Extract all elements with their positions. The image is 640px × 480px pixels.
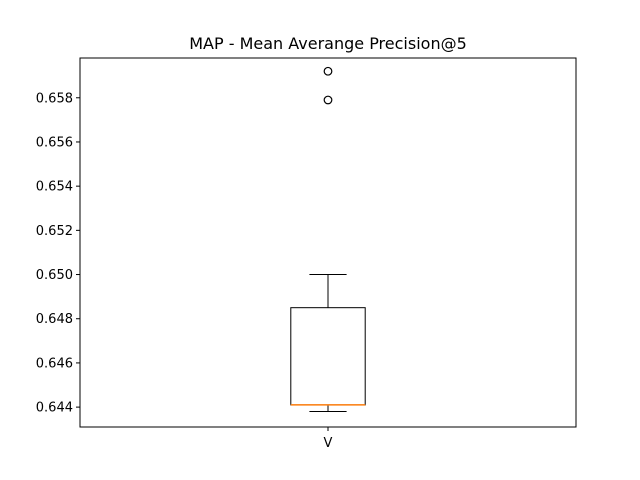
x-axis: V <box>324 427 333 451</box>
y-tick-label: 0.652 <box>36 224 73 239</box>
y-tick-label: 0.654 <box>36 180 73 195</box>
y-tick-label: 0.646 <box>36 356 73 371</box>
y-tick-label: 0.658 <box>36 91 73 106</box>
y-axis: 0.644 0.646 0.648 0.650 0.652 0.654 0.656 0.658 <box>36 91 80 416</box>
box-iqr <box>290 307 366 406</box>
y-tick-label: 0.648 <box>36 312 73 327</box>
y-tick-label: 0.650 <box>36 268 73 283</box>
outlier-point <box>323 95 333 105</box>
box-group <box>290 66 366 413</box>
outlier-point <box>323 66 333 76</box>
plot-area-frame <box>79 57 577 428</box>
y-tick-label: 0.644 <box>36 401 73 416</box>
y-tick-label: 0.656 <box>36 135 73 150</box>
chart-title: MAP - Mean Averange Precision@5 <box>189 34 467 53</box>
x-tick-label: V <box>324 436 333 451</box>
